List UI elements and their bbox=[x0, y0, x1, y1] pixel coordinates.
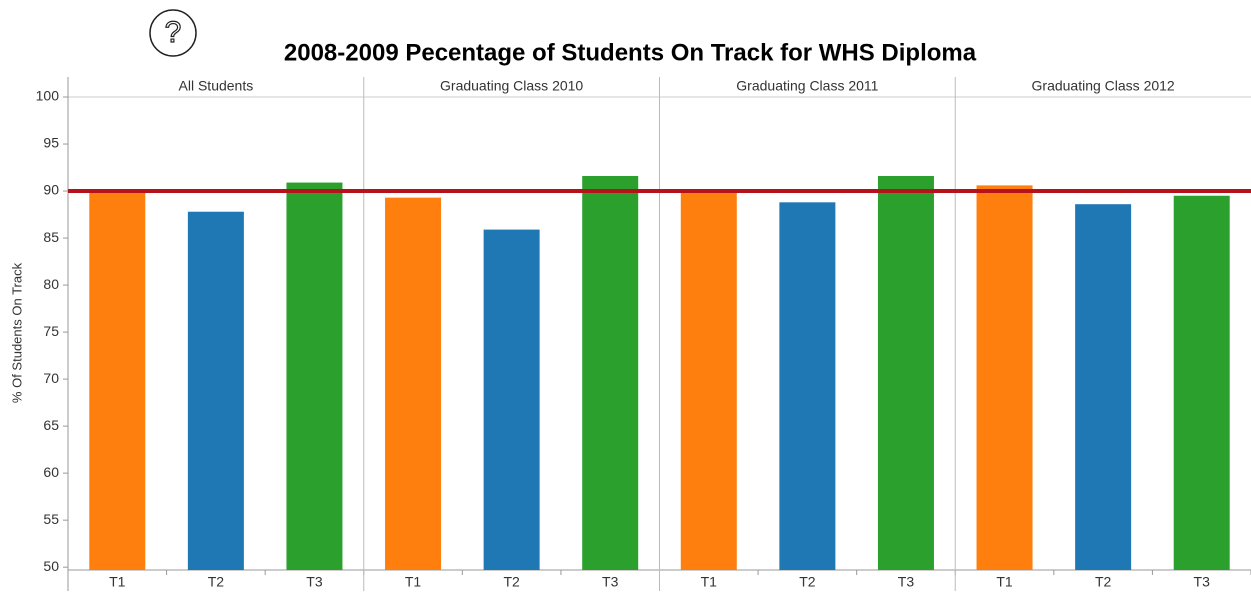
x-tick-label: T3 bbox=[1194, 574, 1211, 590]
x-tick-label: T3 bbox=[898, 574, 915, 590]
x-tick-label: T1 bbox=[109, 574, 126, 590]
y-tick-label: 95 bbox=[43, 135, 59, 151]
bar bbox=[680, 190, 737, 570]
x-tick-label: T2 bbox=[799, 574, 816, 590]
bar bbox=[286, 182, 343, 570]
y-tick-label: 50 bbox=[43, 558, 59, 574]
help-icon-circle[interactable] bbox=[149, 9, 197, 57]
bar bbox=[89, 190, 146, 570]
y-tick-label: 70 bbox=[43, 370, 59, 386]
help-icon[interactable]: ? bbox=[149, 9, 197, 57]
x-tick-label: T1 bbox=[996, 574, 1013, 590]
x-tick-label: T2 bbox=[208, 574, 225, 590]
help-icon-label[interactable]: ? bbox=[164, 15, 182, 49]
y-tick-label: 85 bbox=[43, 229, 59, 245]
y-tick-label: 75 bbox=[43, 323, 59, 339]
y-tick-label: 55 bbox=[43, 511, 59, 527]
bar bbox=[1173, 195, 1230, 570]
bar bbox=[582, 175, 639, 571]
x-tick-label: T1 bbox=[405, 574, 422, 590]
y-axis-title: % Of Students On Track bbox=[9, 262, 24, 403]
x-tick-label: T2 bbox=[1095, 574, 1112, 590]
y-tick-label: 90 bbox=[43, 182, 59, 198]
bar bbox=[1075, 204, 1132, 570]
bar bbox=[483, 229, 540, 570]
facet-label: Graduating Class 2011 bbox=[736, 78, 878, 94]
facet-label: All Students bbox=[179, 78, 254, 94]
y-tick-label: 100 bbox=[36, 88, 60, 104]
chart-title: 2008-2009 Pecentage of Students On Track… bbox=[284, 39, 977, 66]
x-tick-label: T1 bbox=[701, 574, 718, 590]
y-tick-label: 60 bbox=[43, 464, 59, 480]
facet-label: Graduating Class 2010 bbox=[440, 78, 583, 94]
bar bbox=[385, 197, 442, 570]
bar bbox=[779, 202, 836, 571]
x-tick-label: T3 bbox=[602, 574, 619, 590]
bar bbox=[877, 175, 934, 571]
x-tick-label: T3 bbox=[306, 574, 323, 590]
facet-label: Graduating Class 2012 bbox=[1032, 78, 1175, 94]
y-tick-label: 80 bbox=[43, 276, 59, 292]
bar bbox=[187, 211, 244, 570]
y-tick-label: 65 bbox=[43, 417, 59, 433]
bar bbox=[976, 185, 1033, 571]
x-tick-label: T2 bbox=[503, 574, 520, 590]
